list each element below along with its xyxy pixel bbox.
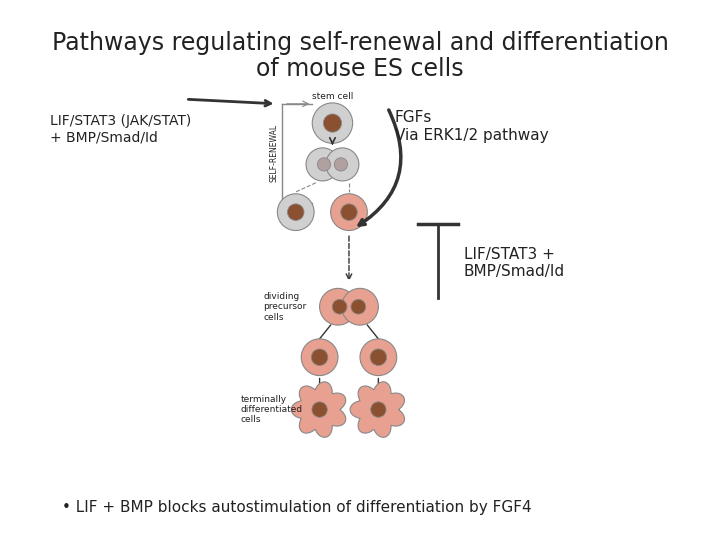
Text: of mouse ES cells: of mouse ES cells <box>256 57 464 81</box>
Circle shape <box>277 194 314 231</box>
Text: stem cell: stem cell <box>312 92 353 101</box>
Circle shape <box>332 299 347 314</box>
Text: Pathways regulating self-renewal and differentiation: Pathways regulating self-renewal and dif… <box>52 31 668 55</box>
Text: SELF-RENEWAL: SELF-RENEWAL <box>269 124 278 183</box>
Circle shape <box>312 103 353 143</box>
Circle shape <box>360 339 397 376</box>
Circle shape <box>306 148 339 181</box>
Polygon shape <box>350 382 405 437</box>
Circle shape <box>301 339 338 376</box>
Circle shape <box>320 288 356 325</box>
Circle shape <box>341 288 379 325</box>
Circle shape <box>318 158 330 171</box>
Circle shape <box>311 349 328 366</box>
Polygon shape <box>292 382 346 437</box>
Text: terminally
differentiated
cells: terminally differentiated cells <box>240 395 302 424</box>
Text: • LIF + BMP blocks autostimulation of differentiation by FGF4: • LIF + BMP blocks autostimulation of di… <box>62 500 531 515</box>
Circle shape <box>287 204 304 220</box>
Text: LIF/STAT3 (JAK/STAT)
+ BMP/Smad/Id: LIF/STAT3 (JAK/STAT) + BMP/Smad/Id <box>50 114 191 144</box>
Circle shape <box>371 402 386 417</box>
Circle shape <box>312 402 328 417</box>
Circle shape <box>351 299 366 314</box>
Circle shape <box>323 114 341 132</box>
Circle shape <box>326 148 359 181</box>
Text: dividing
precursor
cells: dividing precursor cells <box>264 292 307 322</box>
Circle shape <box>334 158 348 171</box>
Text: LIF/STAT3 +
BMP/Smad/Id: LIF/STAT3 + BMP/Smad/Id <box>464 247 565 279</box>
Circle shape <box>330 194 367 231</box>
Text: FGFs
Via ERK1/2 pathway: FGFs Via ERK1/2 pathway <box>395 110 549 143</box>
Circle shape <box>370 349 387 366</box>
Circle shape <box>341 204 357 220</box>
